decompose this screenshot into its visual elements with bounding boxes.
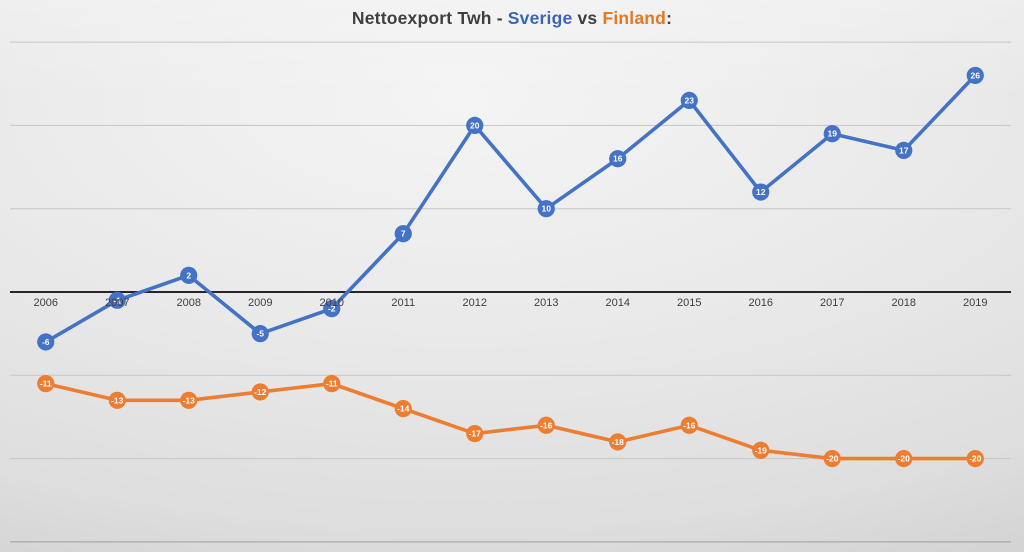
series-line-finland bbox=[43, 381, 978, 461]
chart-title-finland: Finland bbox=[602, 8, 667, 28]
data-point-marker-finland bbox=[609, 433, 627, 451]
data-point-label-finland: -16 bbox=[540, 420, 553, 430]
x-axis-label: 2016 bbox=[749, 297, 773, 309]
data-point-label-finland: -18 bbox=[612, 437, 625, 447]
data-point-marker-finland bbox=[966, 450, 984, 468]
data-point-label-finland: -14 bbox=[397, 404, 410, 414]
data-point-marker-sverige bbox=[537, 200, 555, 218]
data-point-marker-finland bbox=[180, 391, 198, 409]
data-point-label-finland: -11 bbox=[40, 379, 52, 389]
data-point-marker-finland bbox=[466, 425, 484, 443]
data-point-marker-sverige bbox=[680, 91, 698, 110]
x-axis-label: 2017 bbox=[820, 297, 844, 309]
data-point-marker-sverige bbox=[323, 300, 341, 318]
x-axis-label: 2013 bbox=[534, 297, 558, 309]
data-point-marker-finland bbox=[895, 450, 913, 468]
data-point-label-sverige: -6 bbox=[42, 337, 50, 347]
x-axis-label: 2018 bbox=[892, 297, 916, 309]
data-point-label-finland: -16 bbox=[683, 420, 696, 430]
data-point-marker-sverige bbox=[823, 125, 841, 143]
data-point-marker-sverige bbox=[394, 225, 412, 243]
data-point-label-sverige: 12 bbox=[756, 187, 766, 197]
x-axis-label: 2009 bbox=[248, 297, 272, 309]
data-point-label-sverige: 20 bbox=[470, 120, 480, 130]
data-point-marker-finland bbox=[680, 416, 698, 434]
data-point-label-sverige: 23 bbox=[685, 95, 695, 105]
data-point-label-sverige: 26 bbox=[971, 70, 981, 80]
x-axis-label: 2015 bbox=[677, 297, 701, 309]
data-point-label-sverige: -2 bbox=[328, 304, 336, 314]
data-point-label-sverige: 19 bbox=[828, 129, 838, 139]
data-point-label-sverige: 2 bbox=[186, 270, 191, 280]
data-point-marker-finland bbox=[108, 391, 126, 409]
data-point-marker-sverige bbox=[251, 325, 269, 343]
data-point-marker-sverige bbox=[37, 333, 55, 351]
data-point-marker-finland bbox=[251, 383, 269, 401]
data-point-marker-finland bbox=[823, 450, 841, 468]
chart-title-sverige: Sverige bbox=[507, 8, 573, 28]
data-point-label-sverige: -5 bbox=[256, 329, 264, 339]
data-point-marker-sverige bbox=[609, 150, 627, 168]
data-point-marker-finland bbox=[394, 400, 412, 418]
data-point-label-sverige: 17 bbox=[899, 145, 909, 155]
series-line-sverige bbox=[43, 73, 978, 344]
data-point-marker-finland bbox=[537, 416, 555, 434]
data-point-label-finland: -13 bbox=[183, 395, 196, 405]
data-point-label-finland: -11 bbox=[326, 379, 338, 389]
data-point-label-finland: -20 bbox=[898, 454, 911, 464]
x-axis-label: 2008 bbox=[177, 297, 201, 309]
data-point-marker-sverige bbox=[895, 141, 913, 159]
data-point-marker-sverige bbox=[466, 116, 484, 134]
x-axis-label: 2019 bbox=[963, 297, 987, 309]
data-point-label-finland: -20 bbox=[826, 454, 839, 464]
data-point-label-sverige: -1 bbox=[113, 295, 121, 305]
data-point-label-sverige: 16 bbox=[613, 154, 623, 164]
data-point-marker-sverige bbox=[752, 183, 770, 201]
data-point-marker-finland bbox=[323, 375, 341, 393]
chart-title: Nettoexport Twh - Sverige vs Finland: bbox=[0, 8, 1024, 29]
data-point-label-finland: -13 bbox=[111, 395, 124, 405]
x-axis-label: 2014 bbox=[606, 297, 630, 309]
x-axis-label: 2012 bbox=[463, 297, 487, 309]
x-axis-label: 2006 bbox=[34, 297, 58, 309]
x-axis-label: 2011 bbox=[391, 297, 415, 309]
chart-title-prefix: Nettoexport Twh - bbox=[351, 8, 508, 28]
data-point-label-finland: -17 bbox=[469, 429, 482, 439]
data-point-marker-sverige bbox=[966, 66, 984, 85]
data-point-label-finland: -19 bbox=[755, 445, 768, 455]
data-point-marker-sverige bbox=[108, 291, 126, 309]
data-point-label-sverige: 10 bbox=[542, 204, 552, 214]
data-point-label-finland: -20 bbox=[969, 454, 982, 464]
data-point-label-finland: -12 bbox=[254, 387, 267, 397]
x-axis-label: 2010 bbox=[320, 297, 344, 309]
data-point-marker-finland bbox=[752, 441, 770, 459]
data-point-marker-sverige bbox=[180, 266, 198, 284]
chart-title-vs: vs bbox=[572, 8, 603, 28]
data-point-label-sverige: 7 bbox=[401, 229, 406, 239]
x-axis-label: 2007 bbox=[105, 297, 129, 309]
data-point-marker-finland bbox=[37, 375, 55, 393]
chart-title-colon: : bbox=[666, 8, 673, 28]
